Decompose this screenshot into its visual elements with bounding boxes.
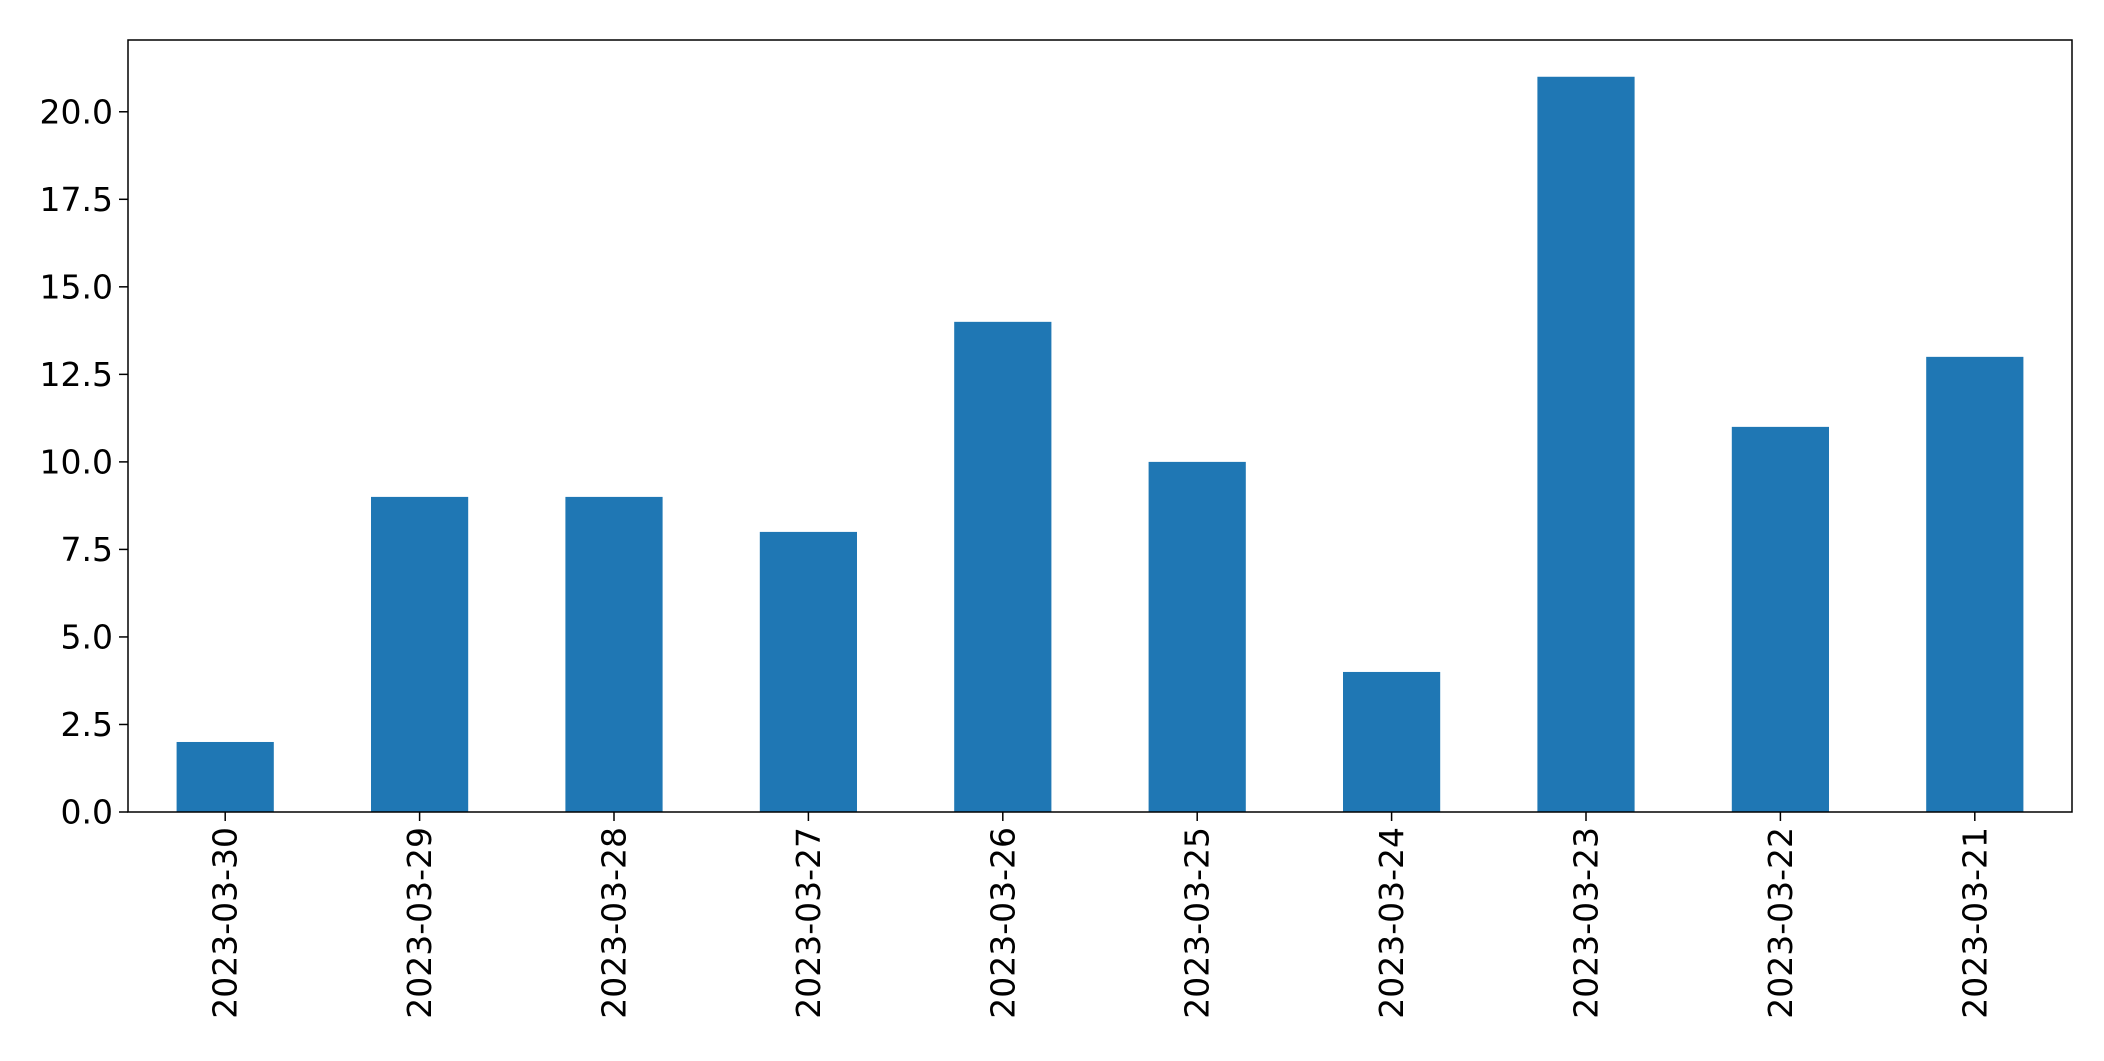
y-tick-label: 7.5 bbox=[61, 530, 113, 569]
bar-2023-03-29 bbox=[371, 496, 469, 812]
y-axis: 0.0 2.5 5.0 7.5 10.0 12.5 15.0 17.5 20.0 bbox=[40, 92, 128, 832]
bar-2023-03-23 bbox=[1537, 76, 1635, 812]
x-tick-label: 2023-03-22 bbox=[1761, 827, 1800, 1019]
y-tick-label: 20.0 bbox=[40, 92, 113, 131]
x-tick-label: 2023-03-26 bbox=[983, 827, 1022, 1019]
bar-2023-03-24 bbox=[1343, 671, 1441, 812]
x-tick-label: 2023-03-25 bbox=[1178, 827, 1217, 1019]
y-tick-label: 12.5 bbox=[40, 355, 113, 394]
y-tick-label: 10.0 bbox=[40, 442, 113, 481]
bar-2023-03-30 bbox=[176, 741, 274, 812]
x-tick-label: 2023-03-23 bbox=[1567, 827, 1606, 1019]
bars-layer bbox=[176, 76, 2024, 812]
x-tick-label: 2023-03-27 bbox=[789, 827, 828, 1019]
bar-2023-03-25 bbox=[1148, 461, 1246, 812]
x-tick-label: 2023-03-21 bbox=[1955, 827, 1994, 1019]
y-tick-label: 0.0 bbox=[61, 793, 113, 832]
x-axis: 2023-03-30 2023-03-29 2023-03-28 2023-03-27… bbox=[206, 812, 1994, 1019]
bar-2023-03-27 bbox=[759, 531, 857, 812]
bar-2023-03-28 bbox=[565, 496, 663, 812]
x-tick-label: 2023-03-24 bbox=[1372, 827, 1411, 1019]
y-tick-label: 2.5 bbox=[61, 705, 113, 744]
x-tick-label: 2023-03-29 bbox=[400, 827, 439, 1019]
bar-2023-03-21 bbox=[1926, 356, 2024, 812]
bar-2023-03-26 bbox=[954, 321, 1052, 812]
plot-frame bbox=[127, 39, 2073, 813]
y-tick-label: 17.5 bbox=[40, 180, 113, 219]
y-tick-label: 15.0 bbox=[40, 267, 113, 306]
y-tick-label: 5.0 bbox=[61, 617, 113, 656]
bar-2023-03-22 bbox=[1731, 426, 1829, 812]
x-tick-label: 2023-03-28 bbox=[595, 827, 634, 1019]
x-tick-label: 2023-03-30 bbox=[206, 827, 245, 1019]
